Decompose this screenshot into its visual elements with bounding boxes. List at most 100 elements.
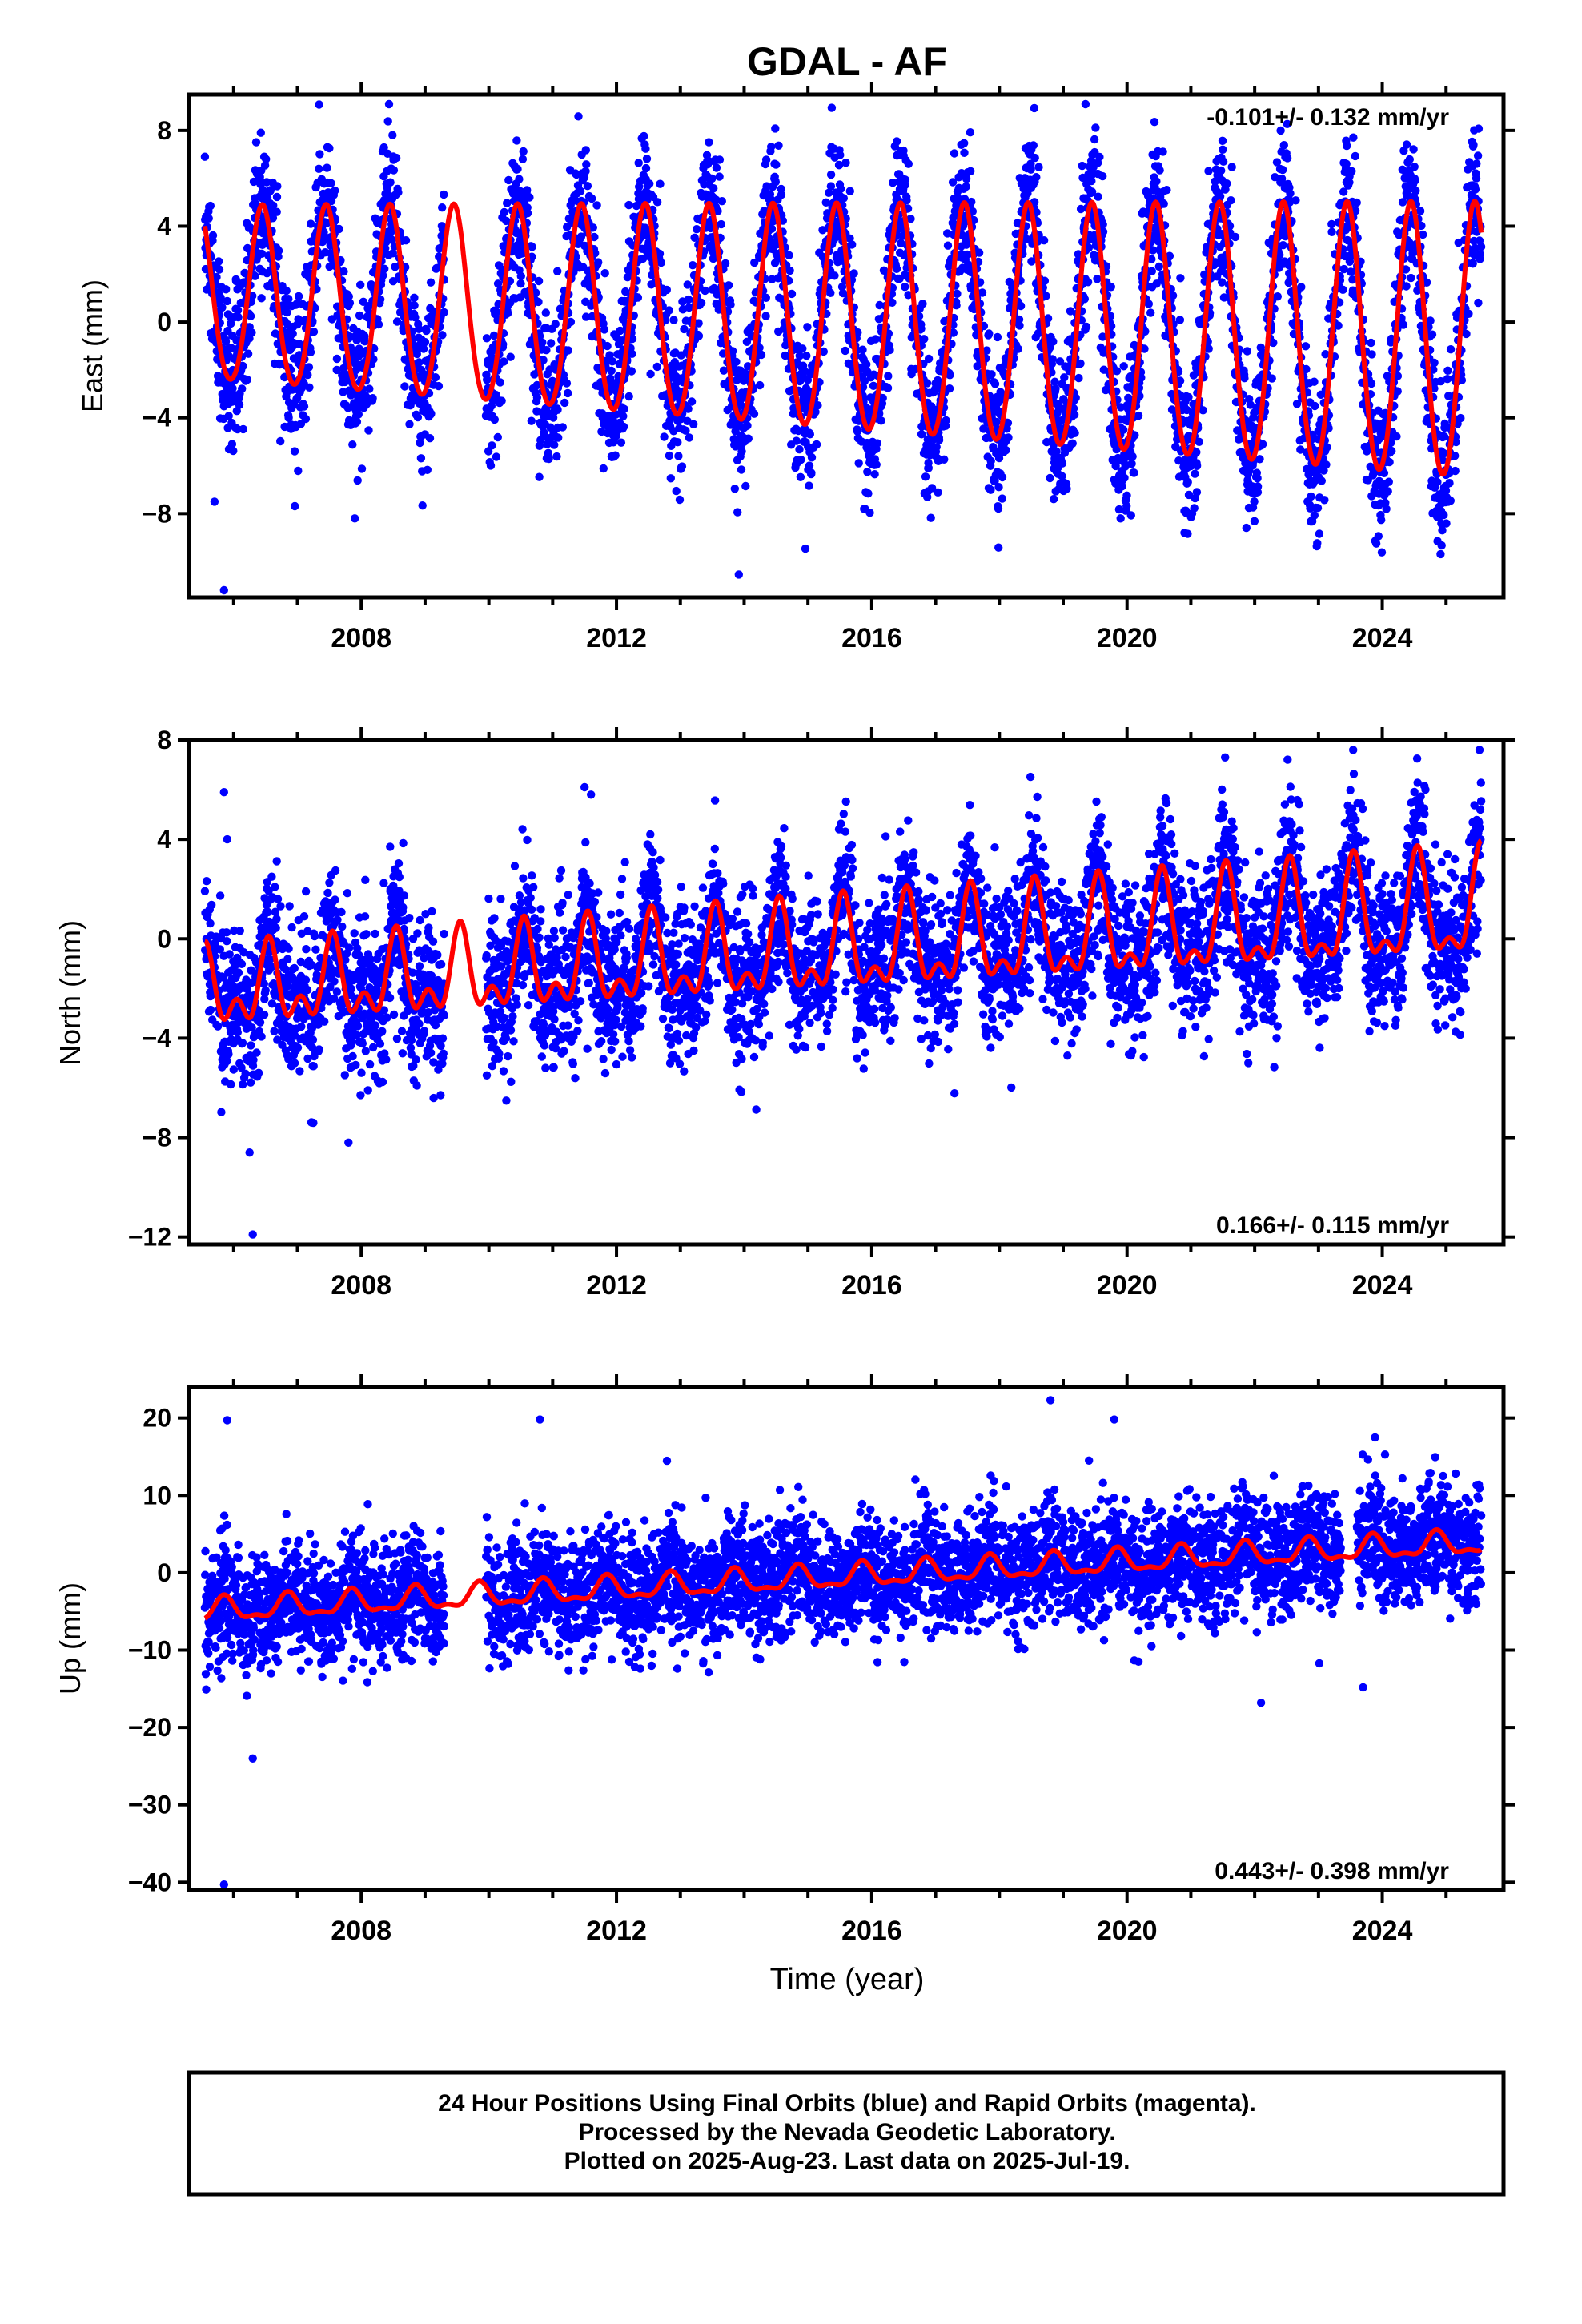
east-data-point	[534, 276, 544, 286]
east-data-point	[1051, 384, 1060, 393]
east-data-point	[306, 348, 315, 356]
east-data-point	[431, 373, 440, 382]
east-data-point	[993, 332, 1002, 342]
east-data-point	[1218, 136, 1227, 145]
east-data-point	[926, 513, 935, 522]
east-data-point	[492, 452, 501, 461]
east-data-point	[600, 269, 609, 278]
east-data-point	[901, 283, 909, 292]
east-data-point	[656, 258, 665, 267]
east-data-point	[1231, 232, 1240, 242]
east-data-point	[284, 295, 293, 304]
east-data-point	[1371, 539, 1381, 548]
east-data-point	[893, 137, 901, 146]
east-data-point	[796, 472, 805, 481]
east-data-point	[332, 354, 342, 364]
east-data-point	[771, 178, 780, 187]
east-data-point	[440, 308, 448, 317]
east-data-point	[918, 300, 927, 308]
east-data-point	[356, 280, 365, 289]
east-data-point	[384, 99, 394, 109]
east-data-point	[1062, 485, 1071, 493]
east-data-point	[224, 412, 233, 420]
east-data-point	[705, 138, 713, 147]
east-data-point	[315, 164, 323, 173]
east-data-point	[594, 258, 603, 267]
east-data-point	[945, 384, 954, 393]
east-data-point	[873, 439, 882, 448]
east-data-point	[1219, 157, 1228, 166]
east-data-point	[1339, 285, 1347, 294]
east-data-point	[1219, 145, 1227, 154]
east-data-point	[864, 489, 873, 498]
east-data-point	[1384, 477, 1394, 486]
east-data-point	[1407, 273, 1415, 283]
east-data-point	[966, 167, 975, 175]
east-data-point	[839, 194, 849, 203]
east-data-point	[490, 415, 499, 424]
east-data-point	[223, 296, 231, 306]
east-data-point	[204, 214, 213, 223]
east-data-point	[335, 224, 343, 234]
east-data-point	[1183, 477, 1192, 487]
east-data-point	[805, 461, 814, 470]
east-data-point	[325, 143, 334, 153]
east-data-point	[427, 409, 436, 418]
east-data-point	[327, 179, 335, 187]
east-data-point	[1098, 171, 1107, 181]
east-data-point	[344, 292, 353, 301]
east-data-point	[513, 164, 522, 174]
east-data-point	[305, 383, 314, 392]
east-data-point	[497, 396, 506, 405]
east-data-point	[354, 410, 363, 419]
east-data-point	[652, 362, 661, 372]
east-data-point	[785, 251, 793, 259]
east-data-point	[1426, 316, 1435, 325]
east-data-point	[994, 504, 1003, 513]
east-data-point	[732, 357, 741, 366]
east-data-point	[303, 370, 312, 380]
east-data-point	[246, 312, 255, 320]
east-data-point	[603, 341, 612, 351]
east-data-point	[849, 269, 858, 278]
east-data-point	[813, 401, 822, 410]
east-data-point	[1175, 316, 1185, 324]
east-data-point	[1004, 433, 1013, 442]
east-data-point	[684, 404, 693, 413]
east-data-point	[990, 380, 1000, 388]
east-data-point	[1327, 227, 1336, 236]
east-data-point	[1026, 165, 1035, 174]
east-data-point	[423, 465, 432, 474]
east-data-point	[1217, 166, 1226, 175]
east-data-point	[1283, 154, 1292, 163]
east-data-point	[221, 337, 231, 346]
east-data-point	[401, 236, 411, 245]
east-data-point	[985, 329, 994, 338]
east-data-point	[1320, 496, 1329, 505]
east-data-point	[677, 462, 687, 471]
east-data-point	[574, 112, 583, 121]
chart-title: GDAL - AF	[747, 39, 947, 84]
east-data-point	[687, 397, 697, 406]
east-data-point	[1032, 173, 1041, 182]
east-data-point	[353, 476, 362, 485]
east-data-point	[627, 367, 636, 376]
east-data-point	[1127, 459, 1136, 468]
east-data-point	[1223, 179, 1231, 188]
east-data-point	[233, 306, 243, 315]
east-data-point	[488, 441, 496, 450]
east-data-point	[701, 286, 709, 296]
east-data-point	[697, 298, 706, 308]
east-data-point	[708, 174, 717, 183]
east-data-point	[877, 416, 885, 425]
east-data-point	[550, 440, 559, 449]
east-data-point	[1279, 241, 1287, 250]
east-data-point	[1029, 141, 1038, 150]
east-data-point	[1094, 192, 1102, 201]
east-data-point	[538, 338, 547, 347]
east-data-point	[280, 422, 289, 432]
east-data-point	[1049, 495, 1058, 504]
east-data-point	[797, 455, 805, 464]
east-data-point	[239, 424, 247, 434]
